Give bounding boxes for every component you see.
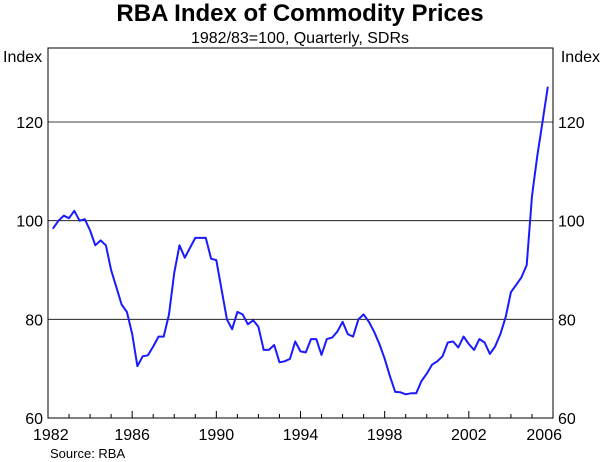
x-tick-label-1994: 1994 — [283, 427, 319, 444]
y-tick-label-left-80: 80 — [25, 312, 43, 329]
y-tick-label-left-100: 100 — [16, 214, 43, 231]
chart-subtitle: 1982/83=100, Quarterly, SDRs — [191, 30, 409, 47]
chart-title: RBA Index of Commodity Prices — [116, 0, 483, 27]
source-note: Source: RBA — [50, 446, 125, 461]
y-tick-label-right-120: 120 — [558, 115, 585, 132]
y-tick-label-right-60: 60 — [558, 411, 576, 428]
series-layer — [52, 86, 549, 396]
x-tick-label-1990: 1990 — [199, 427, 235, 444]
y-axis-label-right: Index — [561, 49, 600, 66]
plot-frame — [47, 47, 554, 419]
tick-labels: 60 60 80 80 100 100 120 120 1982 1986 1990 1994 1998… — [16, 115, 585, 444]
axis-ticks — [47, 411, 554, 418]
y-tick-label-left-60: 60 — [25, 411, 43, 428]
y-axis-label-left: Index — [3, 49, 42, 66]
x-tick-label-1982: 1982 — [33, 427, 69, 444]
y-tick-label-right-80: 80 — [558, 312, 576, 329]
x-tick-label-1986: 1986 — [114, 427, 150, 444]
x-tick-label-1998: 1998 — [367, 427, 403, 444]
y-tick-label-left-120: 120 — [16, 115, 43, 132]
x-tick-label-2002: 2002 — [451, 427, 487, 444]
series-line-0 — [52, 86, 549, 396]
x-tick-label-2006: 2006 — [526, 427, 562, 444]
gridlines — [48, 121, 553, 320]
y-tick-label-right-100: 100 — [558, 214, 585, 231]
